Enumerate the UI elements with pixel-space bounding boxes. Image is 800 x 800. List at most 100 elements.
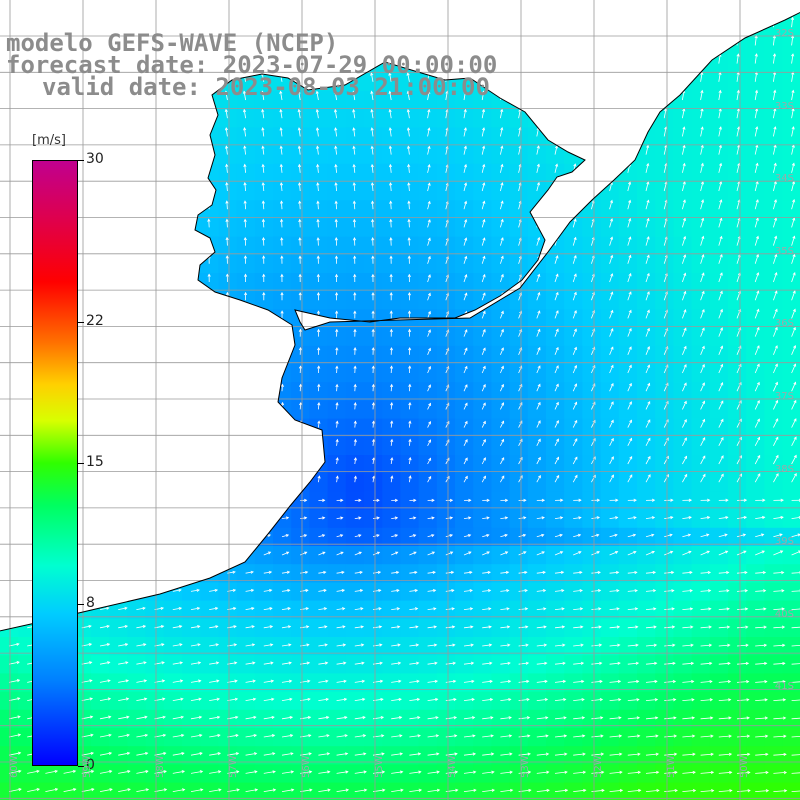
wind-arrow	[261, 163, 265, 173]
wind-arrow	[791, 126, 795, 137]
wind-speed-cell	[691, 327, 711, 347]
wind-speed-cell	[145, 709, 165, 729]
wind-speed-cell	[473, 546, 492, 565]
wind-speed-cell	[109, 618, 128, 638]
wind-speed-cell	[418, 655, 438, 674]
wind-speed-cell	[327, 145, 347, 165]
wind-speed-cell	[564, 327, 583, 347]
wind-speed-cell	[327, 455, 347, 474]
wind-speed-cell	[491, 109, 511, 128]
wind-speed-cell	[400, 455, 420, 474]
wind-speed-cell	[782, 182, 800, 201]
wind-speed-cell	[436, 564, 456, 583]
wind-speed-cell	[673, 145, 693, 165]
wind-speed-cell	[746, 764, 765, 784]
wind-speed-cell	[400, 291, 420, 310]
wind-speed-cell	[473, 618, 492, 638]
wind-speed-cell	[327, 364, 347, 383]
wind-speed-cell	[600, 327, 620, 347]
wind-arrow	[261, 127, 265, 137]
wind-speed-cell	[382, 618, 401, 638]
wind-speed-cell	[655, 218, 674, 238]
wind-speed-cell	[782, 218, 800, 238]
wind-speed-cell	[291, 564, 310, 583]
wind-arrow	[297, 127, 301, 137]
wind-speed-cell	[491, 618, 511, 638]
wind-arrow	[315, 127, 320, 137]
wind-speed-cell	[673, 509, 693, 529]
wind-speed-cell	[746, 418, 765, 438]
wind-speed-cell	[764, 491, 784, 511]
wind-speed-cell	[709, 327, 729, 347]
wind-speed-cell	[273, 655, 292, 674]
wind-speed-cell	[345, 618, 365, 638]
wind-speed-cell	[400, 691, 420, 711]
wind-speed-cell	[345, 418, 365, 438]
wind-speed-cell	[273, 109, 292, 128]
wind-speed-cell	[673, 728, 693, 747]
wind-speed-cell	[254, 600, 274, 620]
wind-speed-cell	[564, 254, 583, 274]
wind-speed-cell	[618, 637, 638, 656]
wind-speed-cell	[254, 91, 274, 110]
wind-speed-cell	[600, 691, 620, 711]
wind-speed-cell	[218, 709, 238, 729]
wind-speed-cell	[273, 200, 292, 219]
wind-speed-cell	[382, 655, 401, 674]
wind-speed-cell	[345, 345, 365, 365]
colorbar-tick-label: 30	[86, 151, 104, 167]
wind-speed-cell	[400, 364, 420, 383]
wind-speed-cell	[618, 509, 638, 529]
wind-speed-cell	[527, 327, 547, 347]
wind-speed-cell	[309, 127, 329, 147]
wind-speed-cell	[418, 145, 438, 165]
wind-arrow	[334, 163, 338, 173]
wind-speed-cell	[273, 218, 292, 238]
wind-speed-cell	[400, 182, 420, 201]
wind-speed-cell	[327, 236, 347, 256]
wind-speed-cell	[637, 218, 656, 238]
wind-speed-cell	[473, 655, 492, 674]
wind-speed-cell	[782, 254, 800, 274]
wind-speed-cell	[673, 764, 693, 784]
wind-speed-cell	[691, 455, 711, 474]
wind-speed-cell	[746, 364, 765, 383]
wind-speed-cell	[254, 709, 274, 729]
wind-speed-cell	[473, 345, 492, 365]
wind-speed-cell	[673, 673, 693, 693]
wind-speed-cell	[655, 236, 674, 256]
wind-speed-cell	[273, 564, 292, 583]
wind-speed-cell	[764, 291, 784, 310]
wind-speed-cell	[564, 600, 583, 620]
wind-speed-cell	[200, 637, 219, 656]
wind-speed-cell	[364, 145, 383, 165]
wind-speed-cell	[364, 637, 383, 656]
wind-speed-cell	[728, 400, 747, 420]
wind-speed-cell	[509, 491, 529, 511]
wind-speed-cell	[436, 600, 456, 620]
wind-arrow	[279, 163, 283, 173]
wind-speed-cell	[564, 273, 583, 292]
wind-speed-cell	[527, 546, 547, 565]
wind-arrow	[388, 90, 392, 101]
wind-speed-cell	[218, 655, 238, 674]
wind-speed-cell	[91, 691, 110, 711]
wind-speed-cell	[637, 491, 656, 511]
wind-speed-cell	[709, 364, 729, 383]
wind-speed-cell	[473, 455, 492, 474]
wind-speed-cell	[673, 364, 693, 383]
wind-speed-cell	[455, 455, 474, 474]
wind-arrow	[316, 163, 320, 173]
wind-speed-cell	[273, 746, 292, 765]
wind-arrow	[500, 108, 504, 119]
wind-speed-cell	[436, 218, 456, 238]
wind-speed-cell	[418, 291, 438, 310]
wind-speed-cell	[473, 254, 492, 274]
wind-speed-cell	[291, 637, 310, 656]
wind-speed-cell	[728, 473, 747, 492]
wind-speed-cell	[491, 218, 511, 238]
wind-speed-cell	[291, 218, 310, 238]
wind-speed-cell	[673, 127, 693, 147]
wind-speed-cell	[764, 709, 784, 729]
wind-speed-cell	[345, 600, 365, 620]
